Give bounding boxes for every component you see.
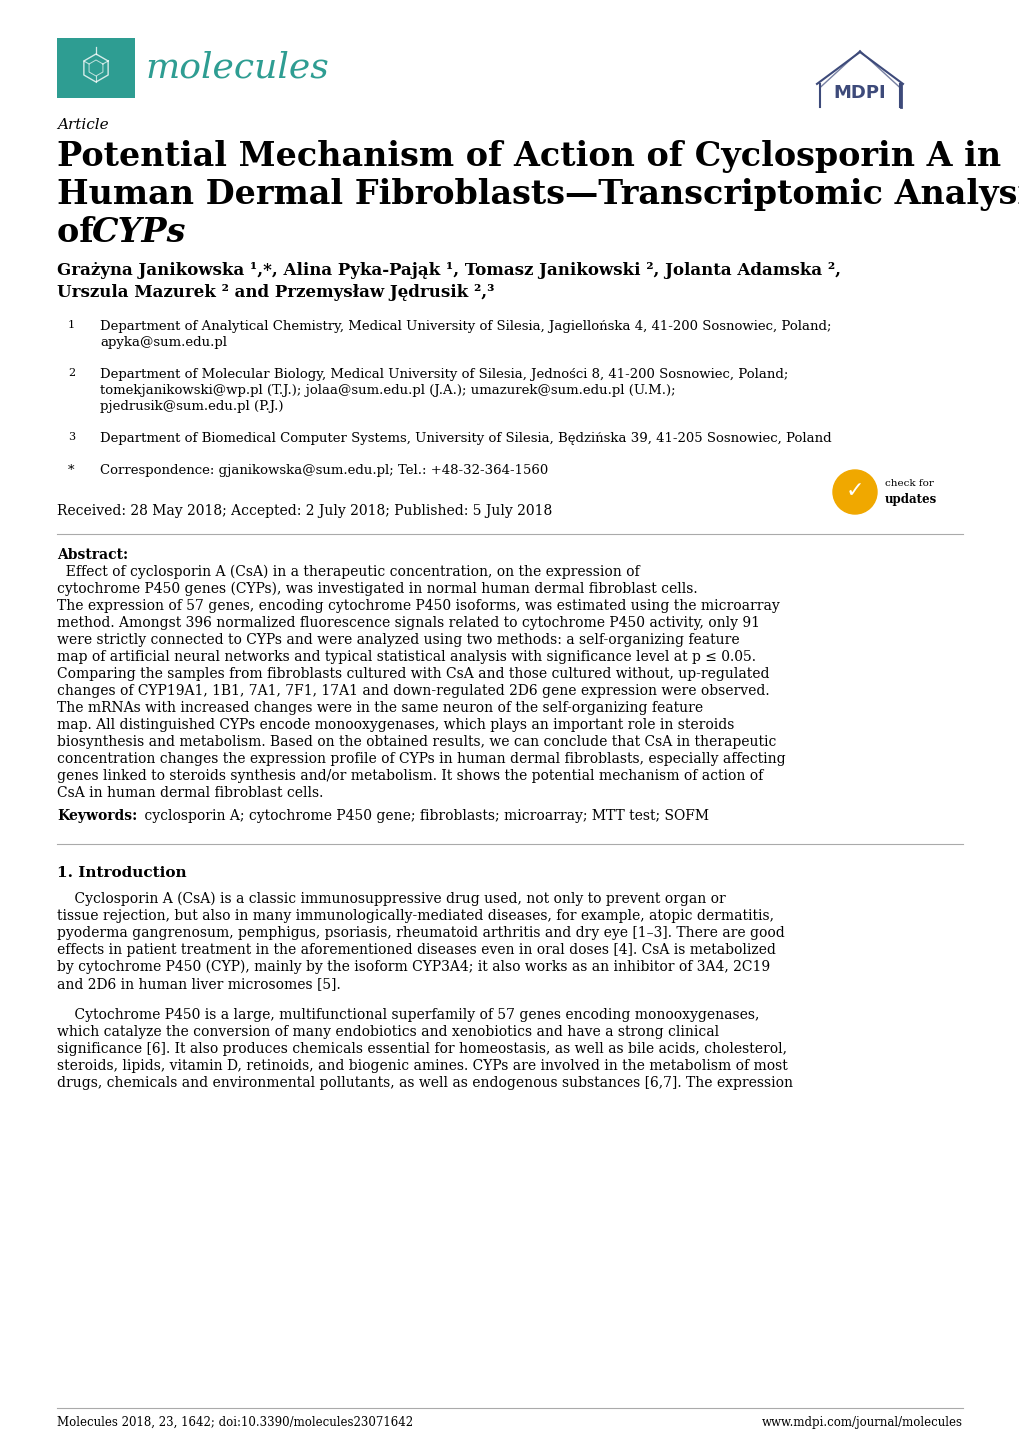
Text: 1. Introduction: 1. Introduction: [57, 867, 186, 880]
Text: www.mdpi.com/journal/molecules: www.mdpi.com/journal/molecules: [761, 1416, 962, 1429]
Text: by cytochrome P450 (CYP), mainly by the isoform CYP3A4; it also works as an inhi: by cytochrome P450 (CYP), mainly by the …: [57, 960, 769, 975]
Text: Department of Molecular Biology, Medical University of Silesia, Jedności 8, 41-2: Department of Molecular Biology, Medical…: [100, 368, 788, 381]
Text: CYPs: CYPs: [92, 216, 186, 249]
Text: of: of: [57, 216, 105, 249]
Text: Received: 28 May 2018; Accepted: 2 July 2018; Published: 5 July 2018: Received: 28 May 2018; Accepted: 2 July …: [57, 505, 551, 518]
Text: tomekjanikowski@wp.pl (T.J.); jolaa@sum.edu.pl (J.A.); umazurek@sum.edu.pl (U.M.: tomekjanikowski@wp.pl (T.J.); jolaa@sum.…: [100, 384, 675, 397]
Text: Department of Analytical Chemistry, Medical University of Silesia, Jagiellońska : Department of Analytical Chemistry, Medi…: [100, 320, 830, 333]
Text: The mRNAs with increased changes were in the same neuron of the self-organizing : The mRNAs with increased changes were in…: [57, 701, 702, 715]
Text: check for: check for: [884, 480, 933, 489]
Text: Abstract:: Abstract:: [57, 548, 128, 562]
Text: 3: 3: [68, 433, 75, 443]
Text: Correspondence: gjanikowska@sum.edu.pl; Tel.: +48-32-364-1560: Correspondence: gjanikowska@sum.edu.pl; …: [100, 464, 548, 477]
Text: Grażyna Janikowska ¹,*, Alina Pyka-Pająk ¹, Tomasz Janikowski ², Jolanta Adamska: Grażyna Janikowska ¹,*, Alina Pyka-Pająk…: [57, 262, 841, 278]
Text: effects in patient treatment in the aforementioned diseases even in oral doses [: effects in patient treatment in the afor…: [57, 943, 775, 957]
Text: 1: 1: [68, 320, 75, 330]
Text: biosynthesis and metabolism. Based on the obtained results, we can conclude that: biosynthesis and metabolism. Based on th…: [57, 735, 775, 748]
Text: ✓: ✓: [845, 482, 863, 500]
Text: Molecules 2018, 23, 1642; doi:10.3390/molecules23071642: Molecules 2018, 23, 1642; doi:10.3390/mo…: [57, 1416, 413, 1429]
Text: Potential Mechanism of Action of Cyclosporin A in: Potential Mechanism of Action of Cyclosp…: [57, 140, 1000, 173]
Text: pyoderma gangrenosum, pemphigus, psoriasis, rheumatoid arthritis and dry eye [1–: pyoderma gangrenosum, pemphigus, psorias…: [57, 926, 784, 940]
Text: cytochrome P450 genes (CYPs), was investigated in normal human dermal fibroblast: cytochrome P450 genes (CYPs), was invest…: [57, 583, 697, 597]
Text: MDPI: MDPI: [833, 85, 886, 102]
Text: genes linked to steroids synthesis and/or metabolism. It shows the potential mec: genes linked to steroids synthesis and/o…: [57, 769, 762, 783]
Text: map of artificial neural networks and typical statistical analysis with signific: map of artificial neural networks and ty…: [57, 650, 755, 663]
Text: Article: Article: [57, 118, 108, 133]
Text: Department of Biomedical Computer Systems, University of Silesia, Będzińska 39, : Department of Biomedical Computer System…: [100, 433, 830, 446]
Text: Human Dermal Fibroblasts—Transcriptomic Analysis: Human Dermal Fibroblasts—Transcriptomic …: [57, 177, 1019, 211]
Text: apyka@sum.edu.pl: apyka@sum.edu.pl: [100, 336, 227, 349]
Text: changes of CYP19A1, 1B1, 7A1, 7F1, 17A1 and down-regulated 2D6 gene expression w: changes of CYP19A1, 1B1, 7A1, 7F1, 17A1 …: [57, 684, 769, 698]
Text: steroids, lipids, vitamin D, retinoids, and biogenic amines. CYPs are involved i: steroids, lipids, vitamin D, retinoids, …: [57, 1058, 787, 1073]
Text: CsA in human dermal fibroblast cells.: CsA in human dermal fibroblast cells.: [57, 786, 323, 800]
Text: tissue rejection, but also in many immunologically-mediated diseases, for exampl: tissue rejection, but also in many immun…: [57, 908, 773, 923]
Text: cyclosporin A; cytochrome P450 gene; fibroblasts; microarray; MTT test; SOFM: cyclosporin A; cytochrome P450 gene; fib…: [140, 809, 708, 823]
Circle shape: [833, 470, 876, 513]
Text: concentration changes the expression profile of CYPs in human dermal fibroblasts: concentration changes the expression pro…: [57, 751, 785, 766]
Text: map. All distinguished CYPs encode monooxygenases, which plays an important role: map. All distinguished CYPs encode monoo…: [57, 718, 734, 733]
Text: Keywords:: Keywords:: [57, 809, 138, 823]
Text: molecules: molecules: [145, 50, 328, 85]
Text: pjedrusik@sum.edu.pl (P.J.): pjedrusik@sum.edu.pl (P.J.): [100, 399, 283, 412]
Text: Comparing the samples from fibroblasts cultured with CsA and those cultured with: Comparing the samples from fibroblasts c…: [57, 668, 768, 681]
Text: Effect of cyclosporin A (CsA) in a therapeutic concentration, on the expression : Effect of cyclosporin A (CsA) in a thera…: [57, 565, 639, 580]
Text: *: *: [68, 464, 74, 477]
Text: method. Amongst 396 normalized fluorescence signals related to cytochrome P450 a: method. Amongst 396 normalized fluoresce…: [57, 616, 759, 630]
FancyBboxPatch shape: [57, 37, 135, 98]
Text: and 2D6 in human liver microsomes [5].: and 2D6 in human liver microsomes [5].: [57, 978, 340, 991]
Text: Urszula Mazurek ² and Przemysław Jędrusik ²,³: Urszula Mazurek ² and Przemysław Jędrusi…: [57, 284, 494, 301]
Text: 2: 2: [68, 368, 75, 378]
Text: significance [6]. It also produces chemicals essential for homeostasis, as well : significance [6]. It also produces chemi…: [57, 1043, 787, 1056]
Text: Cytochrome P450 is a large, multifunctional superfamily of 57 genes encoding mon: Cytochrome P450 is a large, multifunctio…: [57, 1008, 758, 1022]
Text: which catalyze the conversion of many endobiotics and xenobiotics and have a str: which catalyze the conversion of many en…: [57, 1025, 718, 1040]
Text: The expression of 57 genes, encoding cytochrome P450 isoforms, was estimated usi: The expression of 57 genes, encoding cyt…: [57, 598, 779, 613]
Text: were strictly connected to CYPs and were analyzed using two methods: a self-orga: were strictly connected to CYPs and were…: [57, 633, 739, 647]
Text: updates: updates: [884, 493, 936, 506]
Text: drugs, chemicals and environmental pollutants, as well as endogenous substances : drugs, chemicals and environmental pollu…: [57, 1076, 792, 1090]
Text: Cyclosporin A (CsA) is a classic immunosuppressive drug used, not only to preven: Cyclosporin A (CsA) is a classic immunos…: [57, 893, 726, 907]
